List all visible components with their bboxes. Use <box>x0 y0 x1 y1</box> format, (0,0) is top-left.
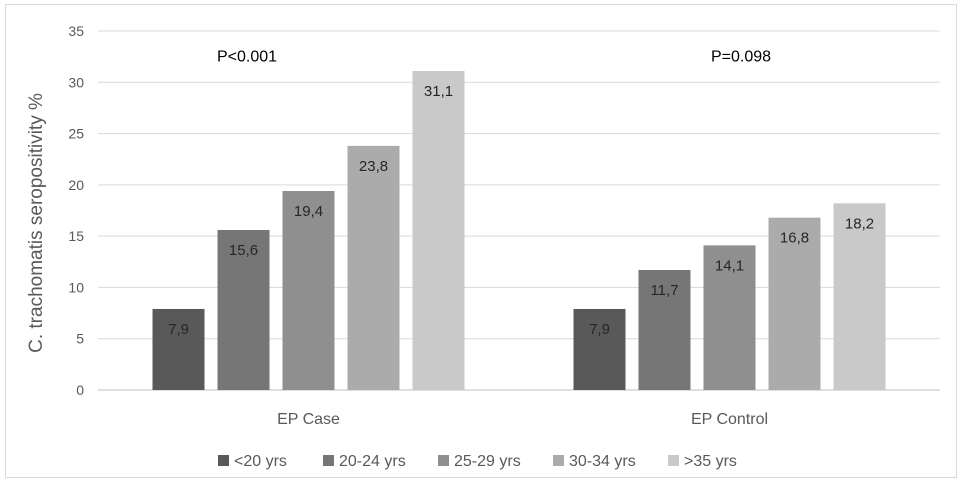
bar-0-1 <box>217 229 270 390</box>
y-tick-label: 25 <box>68 126 84 142</box>
legend-swatch <box>323 455 334 466</box>
bar-data-label: 15,6 <box>229 242 258 259</box>
y-tick-label: 5 <box>76 331 84 347</box>
y-tick-label: 35 <box>68 23 84 39</box>
y-tick-label: 15 <box>68 228 84 244</box>
bars <box>152 71 886 390</box>
bar-data-labels: 7,9 15,6 19,4 23,8 31,1 7,9 11,7 14,1 16,8 18,2 <box>168 83 874 338</box>
bar-data-label: 7,9 <box>589 321 610 338</box>
bar-data-label: 23,8 <box>359 158 388 175</box>
legend-label: 25-29 yrs <box>454 453 521 470</box>
bar-0-0 <box>152 308 205 390</box>
legend-swatch <box>668 455 679 466</box>
bar-0-2 <box>282 191 335 390</box>
bar-0-4 <box>412 71 465 390</box>
bar-1-3 <box>768 217 821 390</box>
bar-data-label: 14,1 <box>715 257 744 274</box>
legend: <20 yrs 20-24 yrs 25-29 yrs 30-34 yrs >35 yr… <box>218 453 737 470</box>
legend-swatch <box>218 455 229 466</box>
bar-1-0 <box>573 308 626 390</box>
p-value-annotation: P<0.001 <box>217 49 277 66</box>
legend-label: <20 yrs <box>234 453 287 470</box>
bar-data-label: 11,7 <box>650 282 678 299</box>
y-tick-label: 0 <box>76 382 84 398</box>
x-category-label: EP Control <box>691 411 768 428</box>
x-axis-categories: EP Case EP Control <box>277 411 768 428</box>
bar-data-label: 7,9 <box>168 321 189 338</box>
legend-swatch <box>553 455 564 466</box>
legend-label: >35 yrs <box>684 453 737 470</box>
bar-data-label: 19,4 <box>294 203 323 220</box>
p-value-annotation: P=0.098 <box>711 49 771 66</box>
bar-1-1 <box>638 269 691 390</box>
y-tick-label: 10 <box>68 279 84 295</box>
bar-data-label: 31,1 <box>424 83 453 100</box>
x-category-label: EP Case <box>277 411 340 428</box>
y-axis-ticks: 0 5 10 15 20 25 30 35 <box>68 23 84 398</box>
legend-swatch <box>438 455 449 466</box>
y-tick-label: 20 <box>68 177 84 193</box>
legend-label: 20-24 yrs <box>339 453 406 470</box>
y-tick-label: 30 <box>68 74 84 90</box>
bar-1-4 <box>833 203 886 390</box>
bar-0-3 <box>347 145 400 390</box>
bar-1-2 <box>703 245 756 390</box>
annotations: P<0.001 P=0.098 <box>217 49 771 66</box>
bar-data-label: 18,2 <box>845 215 874 232</box>
y-axis-label: C. trachomatis seropositivity % <box>26 93 47 353</box>
legend-label: 30-34 yrs <box>569 453 636 470</box>
bar-data-label: 16,8 <box>780 230 809 247</box>
